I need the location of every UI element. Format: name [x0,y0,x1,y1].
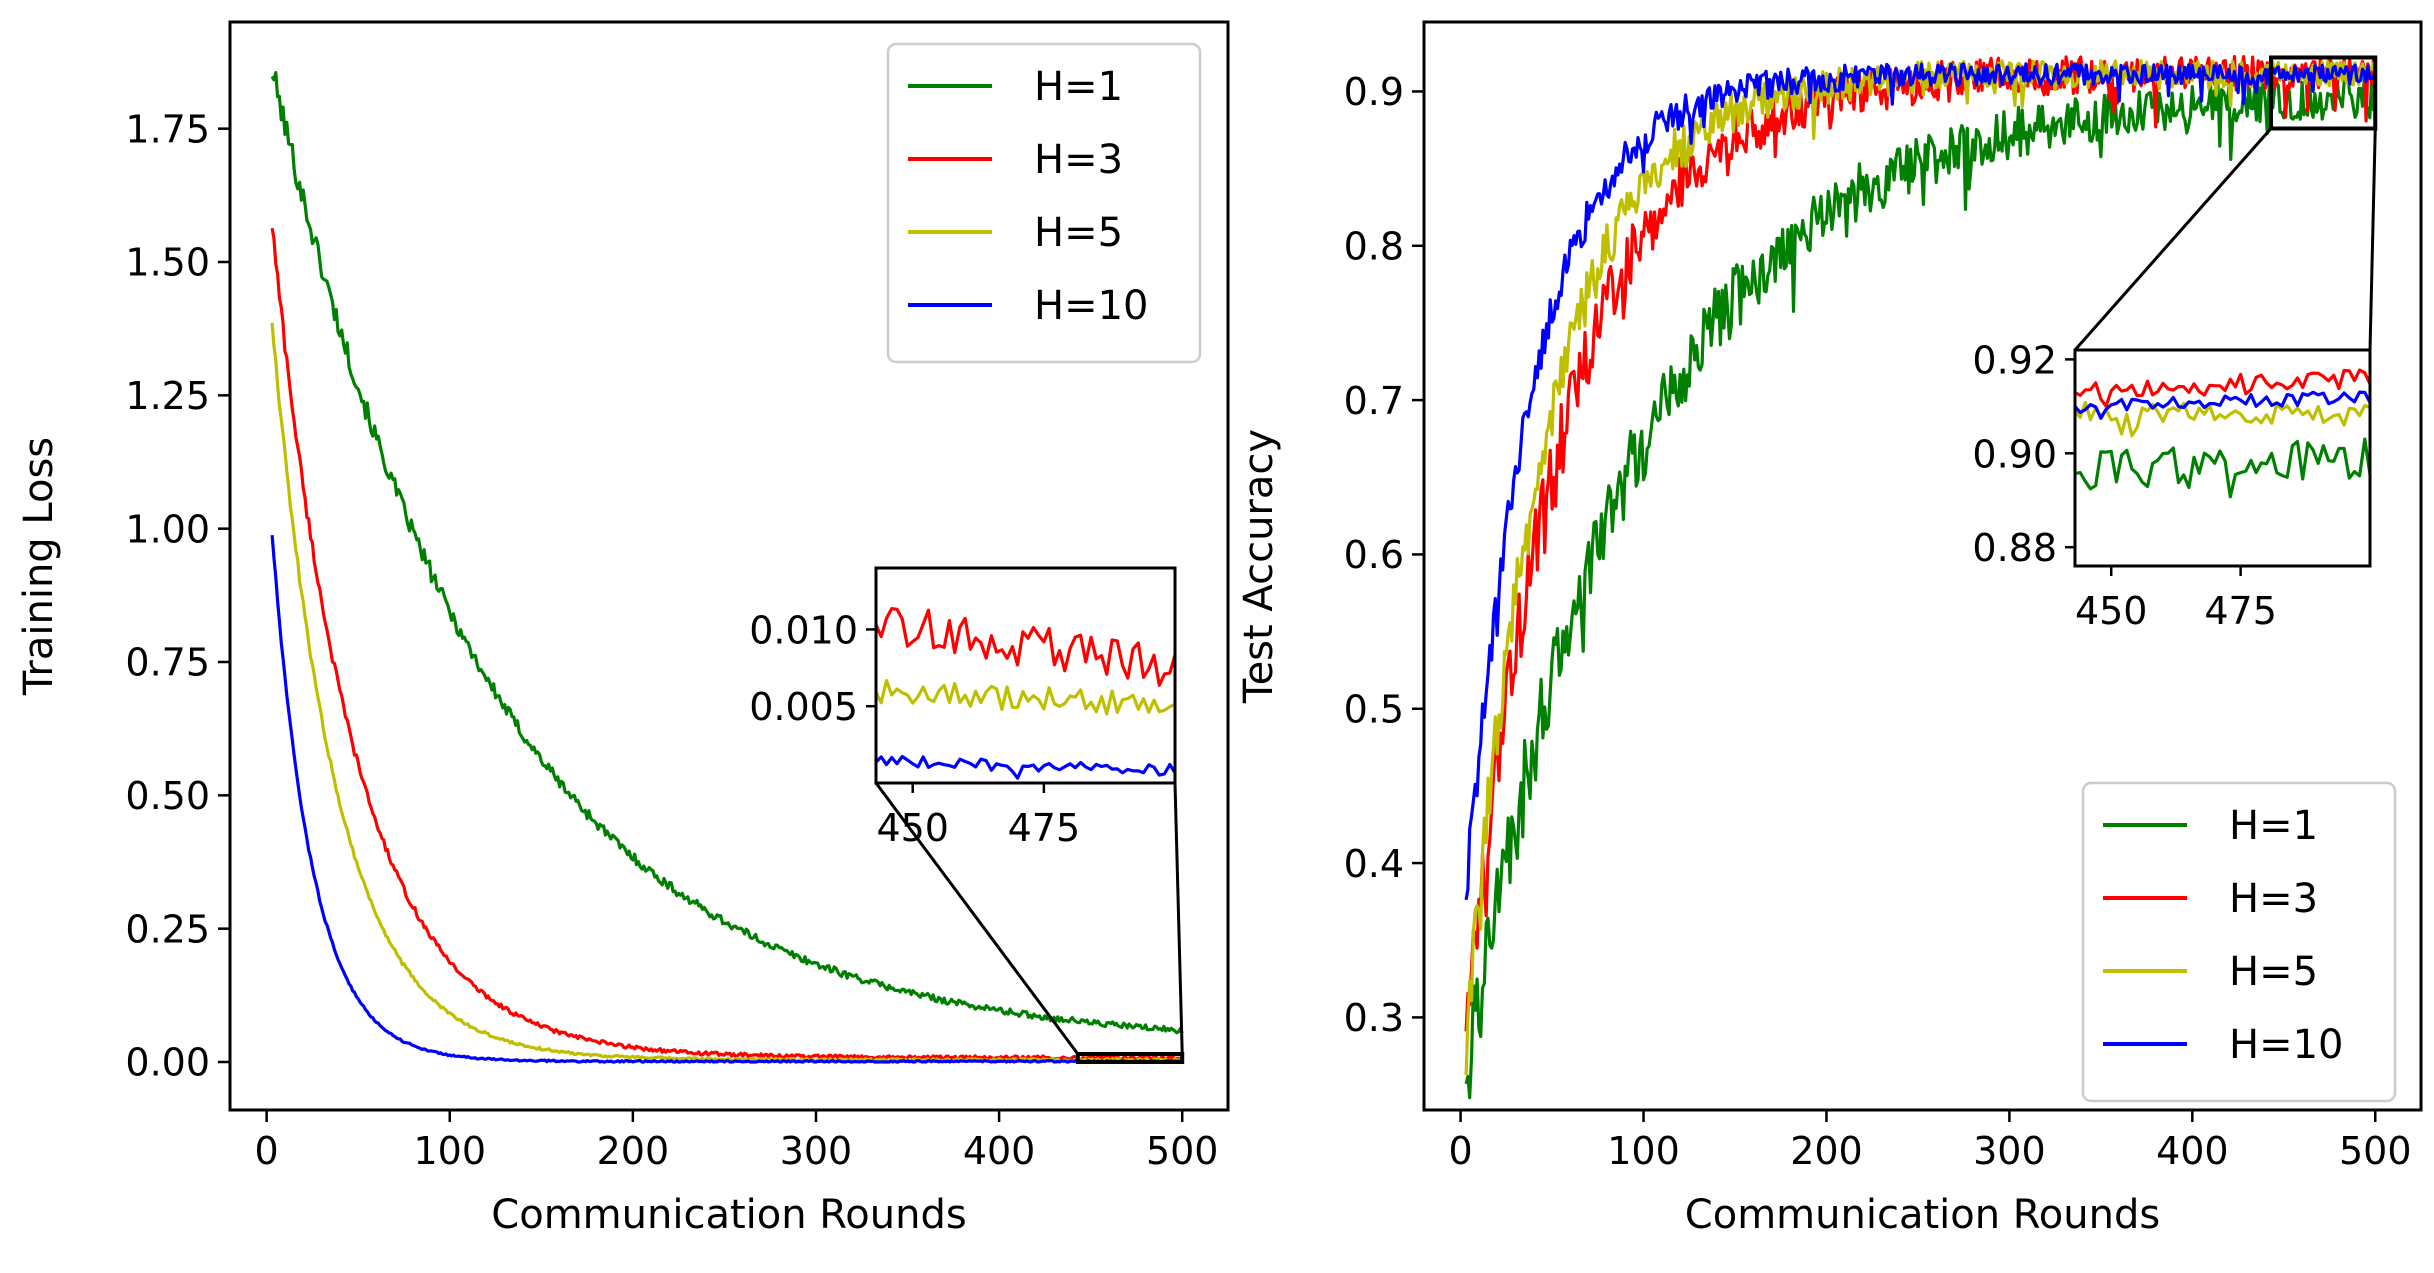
acc-ytick-label: 0.8 [1344,224,1404,268]
acc-ytick-label: 0.3 [1344,996,1404,1040]
loss-ytick-label: 1.50 [125,241,210,285]
loss-series-h5 [270,322,1183,1063]
acc-legend-label-h10: H=10 [2229,1022,2344,1068]
acc-series-h3 [1464,54,2377,1032]
loss-y-axis-label: Training Loss [16,437,62,696]
acc-inset-series-h3 [2075,368,2370,408]
loss-series-h1 [270,70,1184,1035]
acc-legend [2081,781,2397,1103]
acc-xtick-label: 200 [1790,1129,1863,1173]
acc-ytick-label: 0.5 [1344,687,1404,731]
acc-series-h10 [1464,62,2377,901]
loss-legend-label-h3: H=3 [1034,137,1123,183]
loss-ytick-label: 1.75 [125,107,210,151]
loss-zoom-region [1075,1052,1185,1064]
loss-xtick-label: 500 [1146,1129,1219,1173]
acc-series-group [1464,54,2377,1100]
acc-inset-ytick-label: 0.88 [1972,526,2057,570]
loss-inset-connector [874,782,1080,1055]
acc-plot-frame [1422,20,2423,1112]
acc-xtick-label: 100 [1607,1129,1680,1173]
acc-inset-connector [2073,127,2273,351]
acc-xtick-label: 400 [2156,1129,2229,1173]
loss-series-h10 [270,534,1183,1064]
training-loss-panel: 0 100 200 300 400 500 0.00 0.25 0.50 0.75 1.00 1.25… [16,20,1230,1238]
loss-xtick-label: 100 [413,1129,486,1173]
loss-legend [886,42,1202,364]
loss-inset-series-group [876,606,1175,780]
acc-inset-ytick-label: 0.90 [1972,432,2057,476]
acc-xtick-label: 500 [2339,1129,2412,1173]
loss-inset-background [876,568,1175,783]
loss-xtick-label: 200 [597,1129,670,1173]
loss-inset-ytick-label: 0.005 [749,685,858,729]
acc-y-axis-label: Test Accuracy [1236,429,1282,704]
acc-ytick-label: 0.4 [1344,842,1404,886]
acc-inset-xtick-label: 450 [2075,589,2148,633]
acc-legend-label-h1: H=1 [2229,803,2318,849]
loss-ytick-label: 0.00 [125,1041,210,1085]
loss-xtick-label: 0 [255,1129,279,1173]
loss-inset-connector [1173,782,1184,1055]
loss-series-group [270,70,1184,1064]
loss-inset-series-h3 [876,606,1175,687]
loss-inset-series-h10 [876,754,1175,780]
loss-legend-label-h1: H=1 [1034,64,1123,110]
acc-zoom-region [2268,55,2378,131]
loss-ytick-label: 1.00 [125,507,210,551]
test-accuracy-panel: 0 100 200 300 400 500 0.3 0.4 0.5 0.6 0.7 0.8 0.9 Com… [1236,20,2423,1238]
acc-inset-series-group [2075,368,2370,499]
acc-legend-label-h5: H=5 [2229,949,2318,995]
loss-xtick-label: 400 [963,1129,1036,1173]
acc-inset-series-h10 [2075,390,2370,420]
acc-xtick-label: 300 [1973,1129,2046,1173]
loss-legend-label-h5: H=5 [1034,210,1123,256]
loss-inset-xtick-label: 450 [876,806,949,850]
acc-legend-label-h3: H=3 [2229,876,2318,922]
loss-inset-ytick-label: 0.010 [749,608,858,652]
loss-inset-frame [874,566,1177,785]
acc-inset-frame [2073,348,2372,568]
acc-inset-ytick-label: 0.92 [1972,338,2057,382]
loss-inset-series-h5 [876,678,1175,716]
acc-inset-connector [2368,128,2377,351]
acc-ytick-label: 0.9 [1344,70,1404,114]
acc-inset-series-h5 [2075,400,2370,438]
loss-ytick-label: 0.75 [125,641,210,685]
acc-xtick-label: 0 [1448,1129,1472,1173]
acc-series-h1 [1464,74,2377,1100]
loss-ytick-label: 1.25 [125,374,210,418]
acc-ytick-label: 0.7 [1344,379,1404,423]
acc-x-axis-label: Communication Rounds [1685,1192,2160,1238]
loss-legend-label-h10: H=10 [1034,283,1149,329]
loss-plot-frame [228,20,1230,1112]
acc-inset-series-h1 [2075,437,2370,499]
acc-inset-xtick-label: 475 [2204,589,2277,633]
loss-ytick-label: 0.25 [125,907,210,951]
loss-x-axis-label: Communication Rounds [491,1192,966,1238]
loss-xtick-label: 300 [780,1129,853,1173]
acc-ytick-label: 0.6 [1344,533,1404,577]
loss-ytick-label: 0.50 [125,774,210,818]
loss-inset-xtick-label: 475 [1008,806,1081,850]
